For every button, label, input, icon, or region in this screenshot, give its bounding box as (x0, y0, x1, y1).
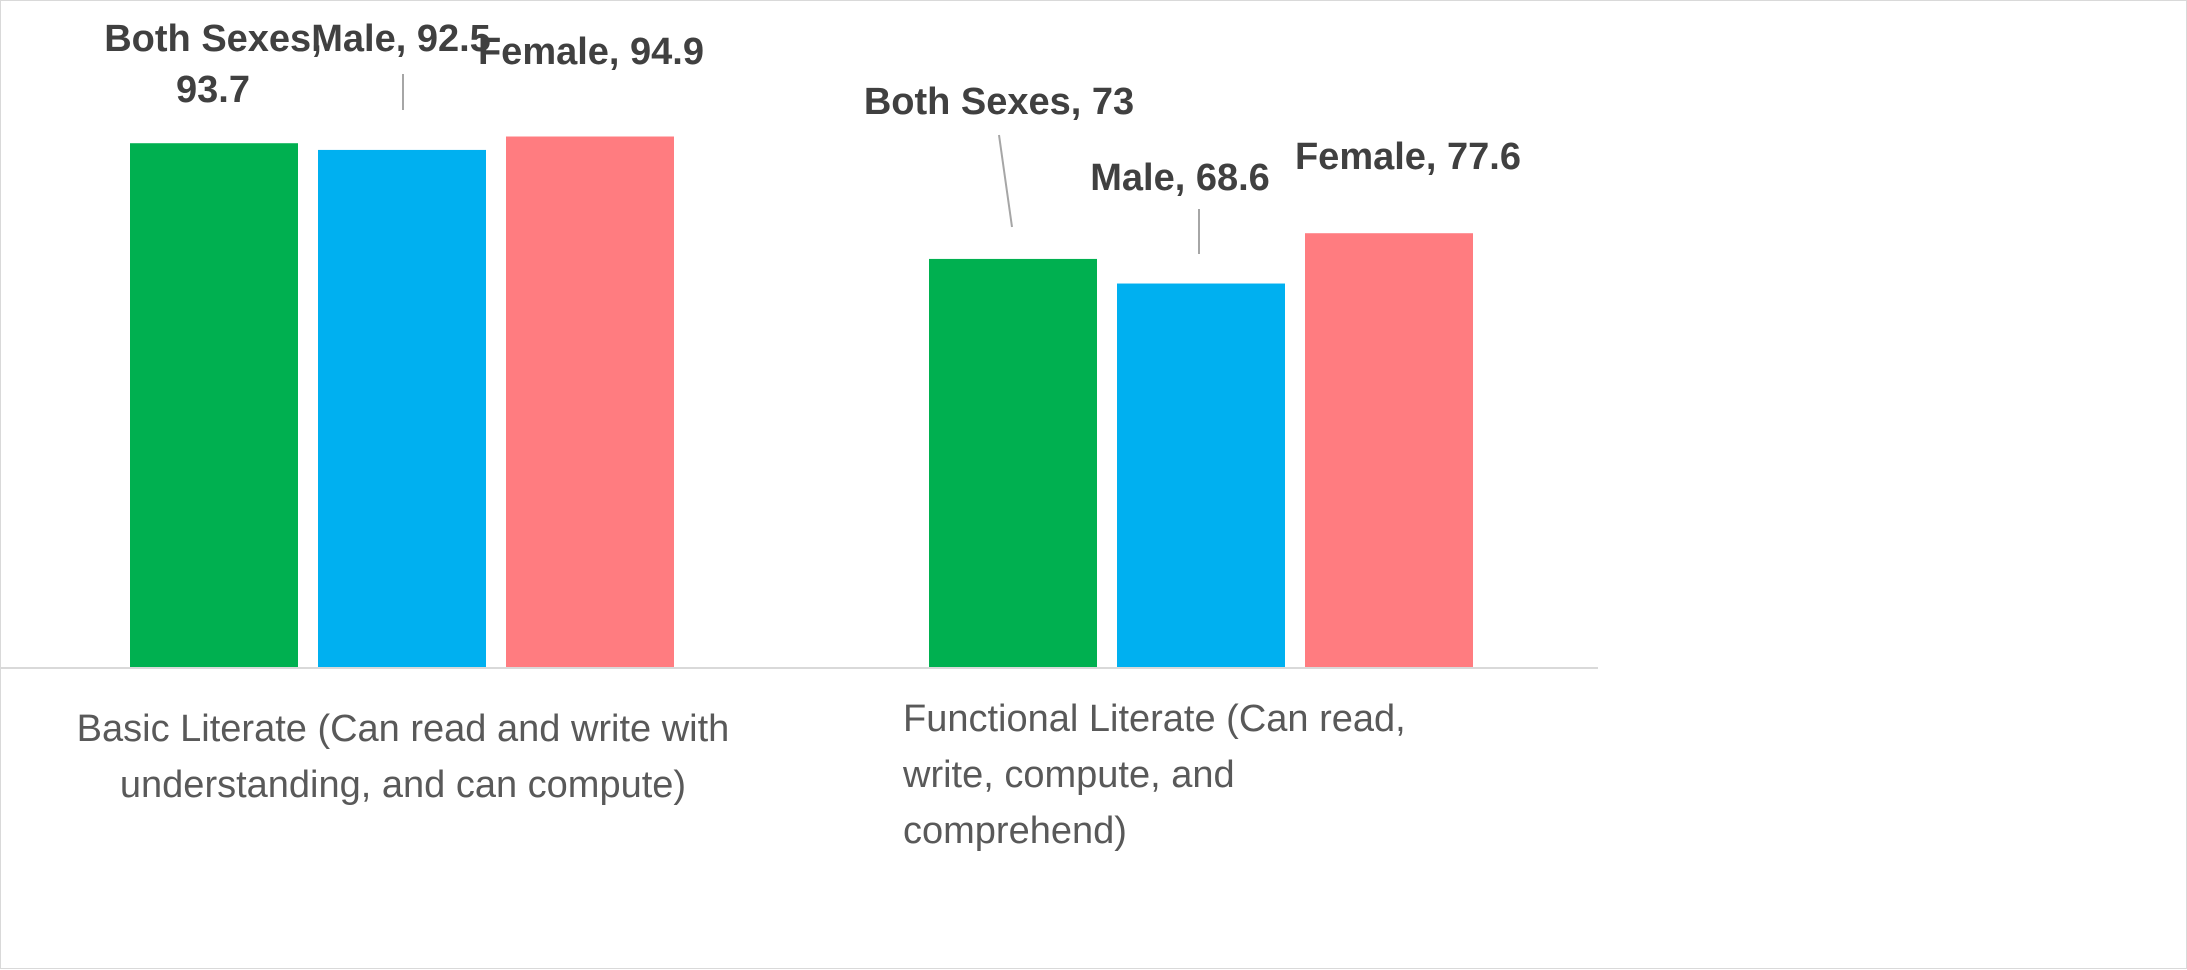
bars-layer (130, 136, 1473, 668)
data-label: Both Sexes, 73 (864, 81, 1134, 123)
bar-female-cat2 (1305, 233, 1473, 667)
data-label: Female, 94.9 (478, 31, 704, 73)
category-label-2: Functional Literate (Can read, write, com… (902, 698, 1406, 852)
category-label-1: Basic Literate (Can read and write with u… (77, 708, 730, 806)
bar-male-cat2 (1117, 283, 1285, 667)
category-labels-layer: Basic Literate (Can read and write with u… (77, 698, 1406, 852)
data-label: Male, 68.6 (1090, 157, 1270, 199)
data-label: Female, 77.6 (1295, 136, 1521, 178)
bar-both-sexes-cat1 (130, 143, 298, 668)
leader-line (998, 134, 1013, 228)
bar-female-cat1 (506, 136, 674, 667)
bar-male-cat1 (318, 149, 486, 668)
bar-both-sexes-cat2 (929, 258, 1097, 667)
data-label: Male, 92.5 (311, 18, 491, 60)
leader-lines-layer (402, 74, 1200, 254)
data-label: Both Sexes, 93.7 (104, 18, 322, 111)
